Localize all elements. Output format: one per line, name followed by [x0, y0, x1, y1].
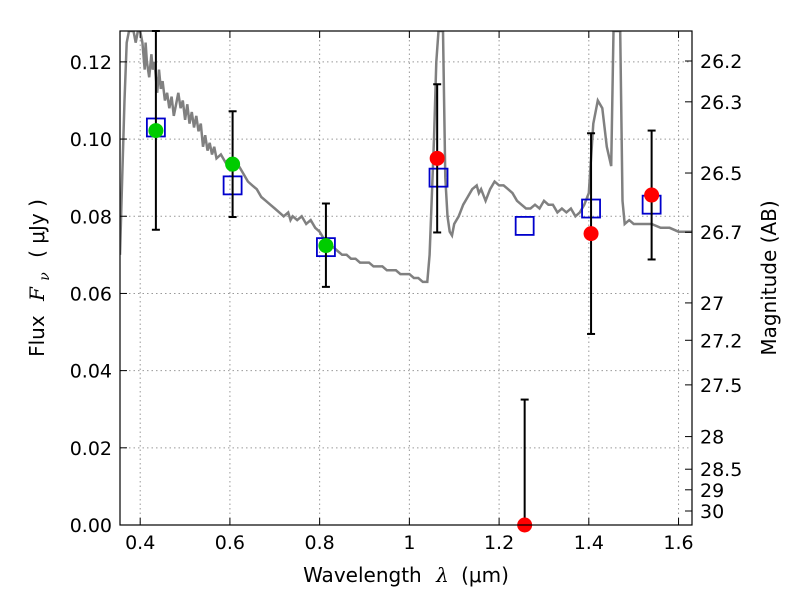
measured-flux-point: [225, 156, 241, 172]
x-axis-label-unit: (μm): [461, 563, 509, 587]
magnitude-tick-label: 26.2: [700, 51, 742, 73]
grid-lines: [120, 31, 692, 526]
measured-flux-markers: [148, 123, 660, 533]
x-tick-label: 1.2: [484, 532, 514, 554]
measured-flux-point: [318, 238, 334, 254]
y-axis-label-unit: ( μJy ): [25, 199, 49, 258]
magnitude-tick-label: 27: [700, 293, 724, 315]
measured-flux-point: [644, 187, 660, 203]
x-axis-label-text: Wavelength: [303, 563, 422, 587]
y-tick-label: 0.00: [70, 515, 112, 537]
x-tick-label: 0.4: [125, 532, 155, 554]
y-axis-label-math: F: [25, 286, 49, 302]
magnitude-tick-label: 27.5: [700, 375, 742, 397]
y-axis-label-text: Flux: [25, 315, 49, 357]
x-axis-label-math: λ: [435, 563, 449, 587]
x-axis-label: Wavelength λ (μm): [303, 563, 509, 587]
magnitude-axis-label: Magnitude (AB): [757, 200, 781, 355]
y-tick-label: 0.12: [70, 52, 112, 74]
x-tick-label: 1.4: [574, 532, 604, 554]
y-tick-label: 0.06: [70, 283, 112, 305]
measured-flux-point: [148, 123, 164, 139]
magnitude-tick-label: 27.2: [700, 330, 742, 352]
model-flux-marker: [514, 215, 535, 236]
x-axis-ticks: 0.4 0.6 0.8 1 1.2 1.4 1.6: [125, 31, 694, 554]
x-tick-label: 1: [403, 532, 415, 554]
y-axis-ticks: 0.00 0.02 0.04 0.06 0.08 0.10 0.12: [70, 52, 127, 537]
y-tick-label: 0.08: [70, 206, 112, 228]
magnitude-tick-label: 30: [700, 501, 724, 523]
y-tick-label: 0.10: [70, 129, 112, 151]
magnitude-tick-label: 26.5: [700, 163, 742, 185]
magnitude-tick-label: 28: [700, 427, 724, 449]
x-tick-label: 0.8: [305, 532, 335, 554]
y-axis-label-subscript: ν: [37, 272, 53, 281]
model-flux-marker: [428, 167, 449, 188]
measured-flux-point: [429, 150, 445, 166]
magnitude-tick-label: 26.7: [700, 222, 742, 244]
x-tick-label: 1.6: [663, 532, 693, 554]
magnitude-tick-label: 26.3: [700, 92, 742, 114]
magnitude-tick-label: 29: [700, 480, 724, 502]
measured-flux-point: [583, 226, 599, 242]
error-bars: [151, 30, 656, 526]
y-tick-label: 0.02: [70, 438, 112, 460]
x-tick-label: 0.6: [215, 532, 245, 554]
y-axis-label: Flux F ν ( μJy ): [25, 199, 54, 357]
magnitude-tick-label: 28.5: [700, 459, 742, 481]
plot-frame: [119, 30, 693, 526]
y-tick-label: 0.04: [70, 361, 112, 383]
model-spectrum-line: [120, 31, 692, 284]
plot-area: [120, 31, 692, 284]
